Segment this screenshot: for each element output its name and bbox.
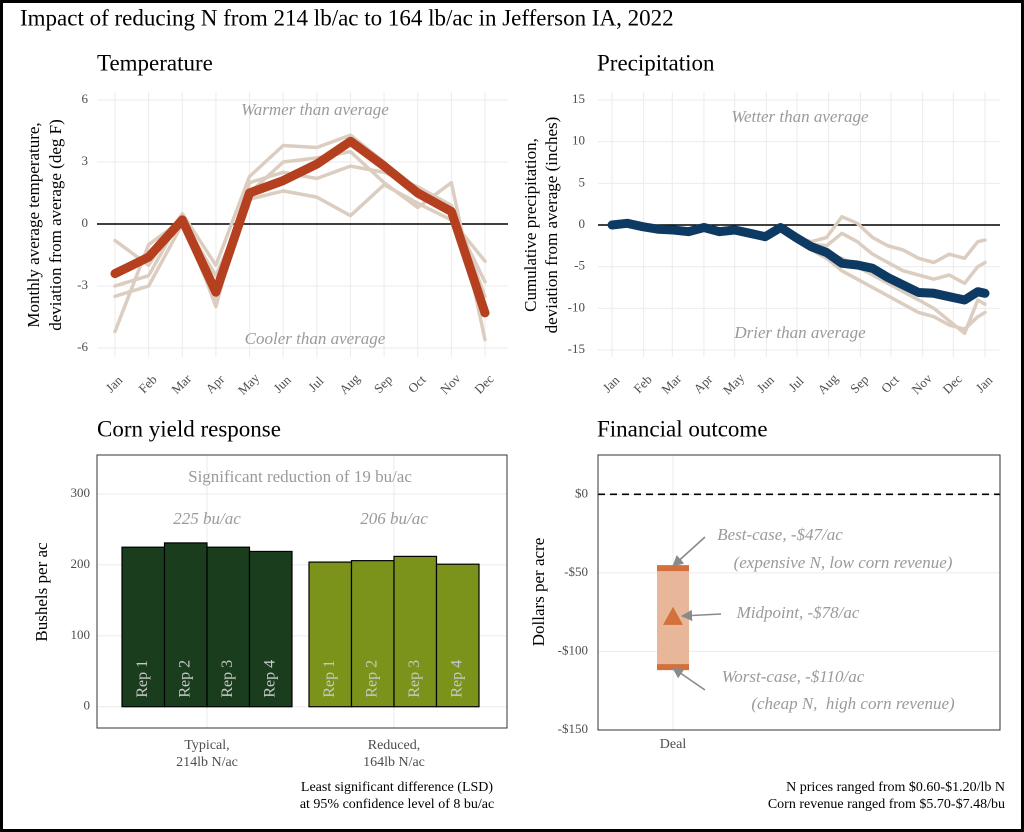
y-tick-label: 100: [71, 627, 91, 642]
y-tick-label: 3: [82, 153, 89, 168]
arrows: [672, 536, 722, 691]
annotation: Worst-case, -$110/ac: [722, 667, 865, 686]
bar-label: Rep 4: [448, 660, 465, 698]
y-axis-label: Bushels per ac: [32, 542, 51, 642]
x-tick-label: Typical,: [184, 738, 229, 753]
bar: [121, 546, 166, 708]
panel-title: Corn yield response: [97, 416, 281, 441]
midpoint: [663, 606, 683, 625]
y-tick-label: 0: [84, 698, 91, 713]
y-axis-label: Monthly average temperature,: [24, 122, 43, 327]
bar: [308, 561, 353, 708]
bar-label: Rep 4: [261, 660, 278, 698]
y-tick-label: -10: [568, 299, 585, 314]
annotation: Drier than average: [733, 323, 866, 342]
note: Least significant difference (LSD): [301, 780, 494, 795]
y-tick-label: 200: [71, 556, 91, 571]
group-label: 225 bu/ac: [173, 509, 241, 528]
annotation: (cheap N, high corn revenue): [751, 694, 955, 713]
y-axis-label: deviation from average (deg F): [46, 119, 65, 330]
panel-title: Precipitation: [597, 50, 715, 75]
bar-label: Rep 2: [363, 660, 380, 698]
y-tick-label: -$50: [564, 564, 588, 579]
y-tick-label: -15: [568, 341, 585, 356]
panel-title: Temperature: [97, 50, 213, 75]
y-axis-label: Cumulative precipitation,: [521, 138, 540, 312]
line-series: [110, 136, 490, 318]
y-tick-label: 10: [572, 133, 585, 148]
annotation: (expensive N, low corn revenue): [734, 553, 953, 572]
bar: [350, 560, 395, 708]
annotation: Midpoint, -$78/ac: [736, 603, 860, 622]
arrow: [672, 667, 706, 691]
y-tick-label: -$100: [558, 642, 588, 657]
y-tick-label: -3: [77, 277, 88, 292]
x-tick-label: Reduced,: [368, 738, 420, 753]
bar-label: Rep 3: [406, 660, 423, 698]
y-axis-label: Dollars per acre: [529, 538, 548, 647]
bar: [163, 542, 208, 708]
bar-label: Rep 2: [176, 660, 193, 698]
annotation: Cooler than average: [245, 329, 386, 348]
bar-label: Rep 1: [321, 660, 338, 698]
panel-title: Financial outcome: [597, 416, 768, 441]
bar: [248, 550, 293, 708]
y-tick-label: -5: [574, 258, 585, 273]
x-tick-label: Deal: [660, 737, 687, 752]
x-tick-label: 164lb N/ac: [363, 755, 425, 770]
y-tick-label: 15: [572, 91, 585, 106]
y-axis-label: deviation from average (inches): [542, 117, 561, 334]
panel-border: [96, 454, 508, 729]
note: at 95% confidence level of 8 bu/ac: [300, 797, 494, 812]
y-tick-label: 6: [82, 91, 89, 106]
y-tick-label: 5: [579, 174, 586, 189]
arrow: [680, 609, 722, 622]
y-tick-label: 0: [579, 216, 586, 231]
x-tick-label: 214lb N/ac: [176, 755, 238, 770]
line-series: [113, 149, 487, 342]
bar-label: Rep 1: [134, 660, 151, 698]
note: Corn revenue ranged from $5.70-$7.48/bu: [768, 797, 1005, 812]
y-tick-label: 300: [71, 485, 91, 500]
bar: [435, 563, 480, 708]
y-tick-label: -$150: [558, 721, 588, 736]
y-tick-label: $0: [575, 485, 588, 500]
y-tick-label: 0: [82, 215, 89, 230]
bar-label: Rep 3: [219, 660, 236, 698]
annotation: Wetter than average: [731, 107, 869, 126]
bar: [393, 555, 438, 708]
annotation: Best-case, -$47/ac: [717, 525, 843, 544]
bar: [206, 546, 251, 708]
note: N prices ranged from $0.60-$1.20/lb N: [786, 780, 1005, 795]
group-label: 206 bu/ac: [360, 509, 428, 528]
line-series: [607, 218, 990, 305]
y-tick-label: -6: [77, 339, 88, 354]
figure-title: Impact of reducing N from 214 lb/ac to 1…: [20, 5, 674, 30]
panel-border: [597, 454, 1001, 731]
annotation: Warmer than average: [241, 100, 389, 119]
arrow: [672, 536, 706, 567]
annotation: Significant reduction of 19 bu/ac: [188, 467, 412, 486]
